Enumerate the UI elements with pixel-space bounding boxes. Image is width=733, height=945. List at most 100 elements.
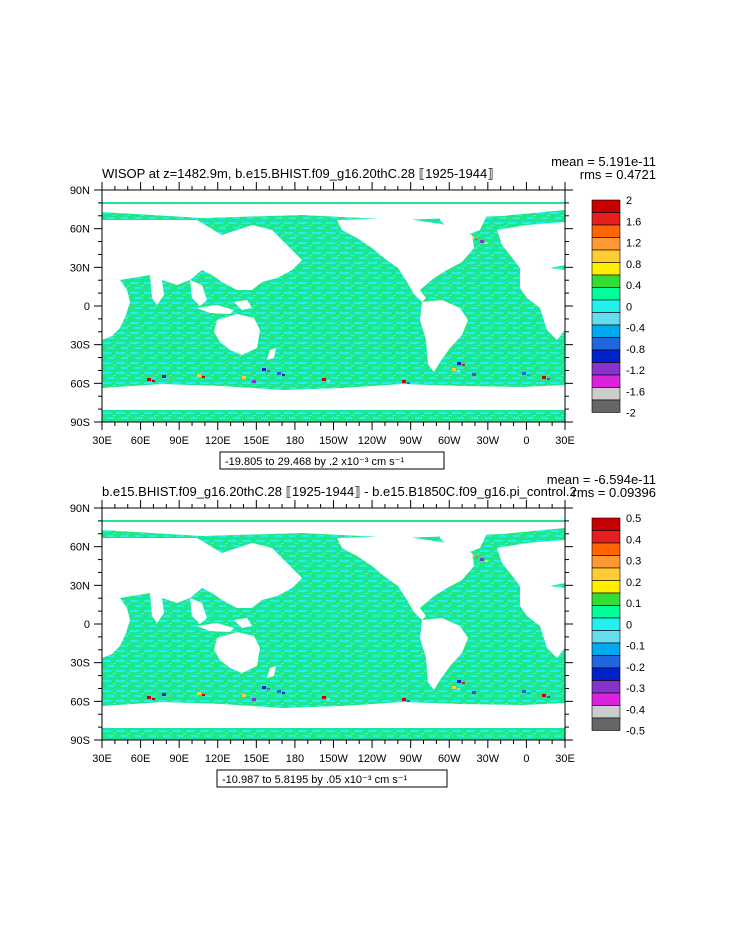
colorbar-segment: [591, 387, 621, 401]
colorbar-tick-label: 0.2: [626, 577, 641, 589]
colorbar-tick-label: 0: [626, 619, 632, 631]
y-tick-label: 0: [84, 619, 90, 631]
x-tick-label: 90W: [399, 435, 422, 447]
colorbar: 0.5 0.4 0.3 0.2 0.1 0 -0.1 -0.2 -0.3 -0.4 -0.5: [591, 513, 645, 738]
colorbar-segment: [591, 224, 621, 238]
x-tick-label: 30E: [555, 753, 575, 765]
x-tick-label: 30E: [555, 435, 575, 447]
x-tick-label: 60W: [438, 753, 461, 765]
x-tick-label: 30W: [477, 435, 500, 447]
colorbar-segment: [591, 530, 621, 544]
colorbar-segment: [591, 299, 621, 313]
y-tick-label: 30S: [70, 658, 90, 670]
y-tick-label: 90N: [70, 185, 90, 197]
range-label-box: -10.987 to 5.8195 by .05 x10⁻³ cm s⁻¹: [216, 769, 448, 788]
colorbar-segment: [591, 630, 621, 644]
x-tick-label: 120E: [205, 753, 231, 765]
colorbar-tick-label: -2: [626, 408, 636, 420]
colorbar-segment: [591, 717, 621, 731]
colorbar-tick-label: 1.6: [626, 216, 641, 228]
map-panel-2: b.e15.BHIST.f09_g16.20thC.28 ⟦1925-1944⟧…: [70, 472, 656, 788]
colorbar-segment: [591, 337, 621, 351]
colorbar-segment: [591, 249, 621, 263]
x-tick-label: 60E: [131, 435, 151, 447]
colorbar-tick-label: 0.4: [626, 534, 641, 546]
x-tick-label: 150W: [319, 435, 348, 447]
colorbar-segment: [591, 237, 621, 251]
colorbar-tick-label: 0.8: [626, 259, 641, 271]
panel-title: b.e15.BHIST.f09_g16.20thC.28 ⟦1925-1944⟧…: [102, 484, 577, 499]
rms-label: rms = 0.09396: [573, 485, 656, 500]
x-tick-label: 90W: [399, 753, 422, 765]
y-tick-label: 60N: [70, 542, 90, 554]
colorbar-segment: [591, 642, 621, 656]
colorbar-tick-label: 0.3: [626, 556, 641, 568]
x-tick-label: 30E: [92, 753, 112, 765]
colorbar-segment: [591, 349, 621, 363]
range-label-box: -19.805 to 29.468 by .2 x10⁻³ cm s⁻¹: [219, 451, 445, 470]
colorbar-segment: [591, 555, 621, 569]
x-tick-label: 30E: [92, 435, 112, 447]
colorbar-segment: [591, 517, 621, 531]
colorbar-tick-label: 0.4: [626, 280, 641, 292]
colorbar-segment: [591, 274, 621, 288]
x-tick-label: 60W: [438, 435, 461, 447]
x-tick-label: 0: [523, 435, 529, 447]
x-tick-label: 150E: [243, 435, 269, 447]
colorbar: 2 1.6 1.2 0.8 0.4 0 -0.4 -0.8 -1.2 -1.6 -2: [591, 195, 645, 420]
colorbar-segment: [591, 399, 621, 413]
map-plot-area: 30E 60E 90E 120E 150E 180 150W 120W 90W 60W 30W 0 30…: [70, 182, 575, 447]
colorbar-tick-label: -0.1: [626, 641, 645, 653]
colorbar-segment: [591, 605, 621, 619]
colorbar-segment: [591, 667, 621, 681]
y-tick-label: 30S: [70, 340, 90, 352]
y-tick-label: 30N: [70, 580, 90, 592]
colorbar-tick-label: -0.2: [626, 662, 645, 674]
colorbar-segment: [591, 592, 621, 606]
x-tick-label: 60E: [131, 753, 151, 765]
mean-label: mean = -6.594e-11: [547, 472, 656, 487]
colorbar-tick-label: 0: [626, 301, 632, 313]
colorbar-tick-label: -0.3: [626, 683, 645, 695]
x-tick-label: 120W: [358, 753, 387, 765]
x-tick-label: 150W: [319, 753, 348, 765]
rms-label: rms = 0.4721: [580, 167, 656, 182]
range-label: -19.805 to 29.468 by .2 x10⁻³ cm s⁻¹: [225, 456, 404, 468]
colorbar-segment: [591, 362, 621, 376]
mean-label: mean = 5.191e-11: [551, 154, 656, 169]
colorbar-segment: [591, 542, 621, 556]
y-tick-label: 90N: [70, 503, 90, 515]
panel-title: WISOP at z=1482.9m, b.e15.BHIST.f09_g16.…: [102, 166, 494, 181]
colorbar-segment: [591, 212, 621, 226]
colorbar-tick-label: 0.1: [626, 598, 641, 610]
colorbar-segment: [591, 680, 621, 694]
x-tick-label: 90E: [169, 435, 189, 447]
colorbar-tick-label: 2: [626, 195, 632, 207]
x-tick-label: 150E: [243, 753, 269, 765]
colorbar-tick-label: 0.5: [626, 513, 641, 525]
y-tick-label: 60S: [70, 378, 90, 390]
colorbar-tick-label: -0.4: [626, 323, 645, 335]
range-label: -10.987 to 5.8195 by .05 x10⁻³ cm s⁻¹: [222, 774, 408, 786]
map-plot-area: 30E 60E 90E 120E 150E 180 150W 120W 90W 60W 30W 0 30…: [70, 500, 575, 765]
colorbar-tick-label: -0.8: [626, 344, 645, 356]
y-tick-label: 90S: [70, 417, 90, 429]
colorbar-segment: [591, 287, 621, 301]
colorbar-segment: [591, 567, 621, 581]
colorbar-segment: [591, 655, 621, 669]
colorbar-segment: [591, 374, 621, 388]
x-tick-label: 120W: [358, 435, 387, 447]
colorbar-segment: [591, 324, 621, 338]
colorbar-tick-label: -0.5: [626, 726, 645, 738]
colorbar-tick-label: -1.6: [626, 386, 645, 398]
colorbar-segment: [591, 199, 621, 213]
y-tick-label: 0: [84, 301, 90, 313]
y-tick-label: 60N: [70, 224, 90, 236]
colorbar-segment: [591, 617, 621, 631]
colorbar-segment: [591, 692, 621, 706]
x-tick-label: 90E: [169, 753, 189, 765]
x-tick-label: 0: [523, 753, 529, 765]
colorbar-segment: [591, 312, 621, 326]
x-tick-label: 180: [286, 753, 304, 765]
